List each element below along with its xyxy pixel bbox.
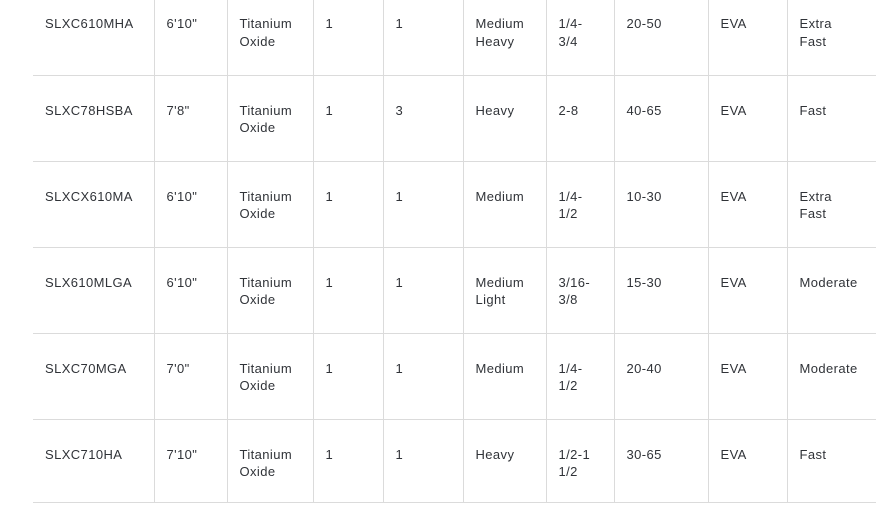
cell-guide-material: Titanium Oxide — [227, 75, 314, 162]
table-row: SLXCX610MA 6'10" Titanium Oxide 1 1 Medium 1/4… — [33, 161, 876, 248]
cell-guide-material: Titanium Oxide — [227, 247, 314, 334]
cell-length: 7'0" — [154, 333, 228, 420]
table-row: SLXC710HA 7'10" Titanium Oxide 1 1 Heavy 1/2-1… — [33, 419, 876, 503]
cell-guide-material: Titanium Oxide — [227, 333, 314, 420]
cell-model: SLX610MLGA — [33, 247, 155, 334]
cell-power: Heavy — [463, 75, 547, 162]
cell-model: SLXC78HSBA — [33, 75, 155, 162]
table-row: SLX610MLGA 6'10" Titanium Oxide 1 1 Medium Li… — [33, 247, 876, 334]
cell-lure-weight: 3/16- 3/8 — [546, 247, 615, 334]
cell-pieces: 1 — [313, 333, 384, 420]
cell-line-weight: 20-40 — [614, 333, 709, 420]
spec-table: SLXC610MHA 6'10" Titanium Oxide 1 1 Medium He… — [33, 0, 876, 503]
cell-pieces: 1 — [313, 247, 384, 334]
cell-pieces: 1 — [313, 161, 384, 248]
cell-sections: 3 — [383, 75, 464, 162]
cell-action: Moderate — [787, 333, 876, 420]
cell-line-weight: 20-50 — [614, 0, 709, 76]
cell-sections: 1 — [383, 161, 464, 248]
cell-guide-material: Titanium Oxide — [227, 161, 314, 248]
cell-action: Moderate — [787, 247, 876, 334]
cell-handle-material: EVA — [708, 419, 788, 503]
cell-sections: 1 — [383, 247, 464, 334]
cell-power: Medium — [463, 333, 547, 420]
cell-length: 7'10" — [154, 419, 228, 503]
cell-lure-weight: 1/2-1 1/2 — [546, 419, 615, 503]
cell-model: SLXC710HA — [33, 419, 155, 503]
cell-lure-weight: 2-8 — [546, 75, 615, 162]
cell-length: 6'10" — [154, 247, 228, 334]
cell-pieces: 1 — [313, 0, 384, 76]
cell-length: 6'10" — [154, 161, 228, 248]
cell-line-weight: 15-30 — [614, 247, 709, 334]
cell-model: SLXC610MHA — [33, 0, 155, 76]
cell-lure-weight: 1/4- 1/2 — [546, 161, 615, 248]
cell-power: Medium Light — [463, 247, 547, 334]
cell-pieces: 1 — [313, 419, 384, 503]
cell-model: SLXC70MGA — [33, 333, 155, 420]
cell-length: 7'8" — [154, 75, 228, 162]
table-row: SLXC70MGA 7'0" Titanium Oxide 1 1 Medium 1/4- … — [33, 333, 876, 420]
cell-handle-material: EVA — [708, 161, 788, 248]
cell-power: Heavy — [463, 419, 547, 503]
cell-model: SLXCX610MA — [33, 161, 155, 248]
cell-line-weight: 30-65 — [614, 419, 709, 503]
cell-sections: 1 — [383, 333, 464, 420]
table-row: SLXC610MHA 6'10" Titanium Oxide 1 1 Medium He… — [33, 0, 876, 76]
cell-handle-material: EVA — [708, 247, 788, 334]
cell-sections: 1 — [383, 0, 464, 76]
cell-sections: 1 — [383, 419, 464, 503]
cell-lure-weight: 1/4- 1/2 — [546, 333, 615, 420]
cell-pieces: 1 — [313, 75, 384, 162]
cell-action: Extra Fast — [787, 161, 876, 248]
spec-table-body: SLXC610MHA 6'10" Titanium Oxide 1 1 Medium He… — [33, 0, 876, 503]
cell-handle-material: EVA — [708, 0, 788, 76]
cell-power: Medium — [463, 161, 547, 248]
cell-action: Fast — [787, 75, 876, 162]
cell-handle-material: EVA — [708, 333, 788, 420]
cell-length: 6'10" — [154, 0, 228, 76]
cell-line-weight: 40-65 — [614, 75, 709, 162]
cell-lure-weight: 1/4- 3/4 — [546, 0, 615, 76]
cell-guide-material: Titanium Oxide — [227, 0, 314, 76]
cell-line-weight: 10-30 — [614, 161, 709, 248]
cell-action: Extra Fast — [787, 0, 876, 76]
table-row: SLXC78HSBA 7'8" Titanium Oxide 1 3 Heavy 2-8 40… — [33, 75, 876, 162]
cell-guide-material: Titanium Oxide — [227, 419, 314, 503]
cell-power: Medium Heavy — [463, 0, 547, 76]
cell-action: Fast — [787, 419, 876, 503]
cell-handle-material: EVA — [708, 75, 788, 162]
